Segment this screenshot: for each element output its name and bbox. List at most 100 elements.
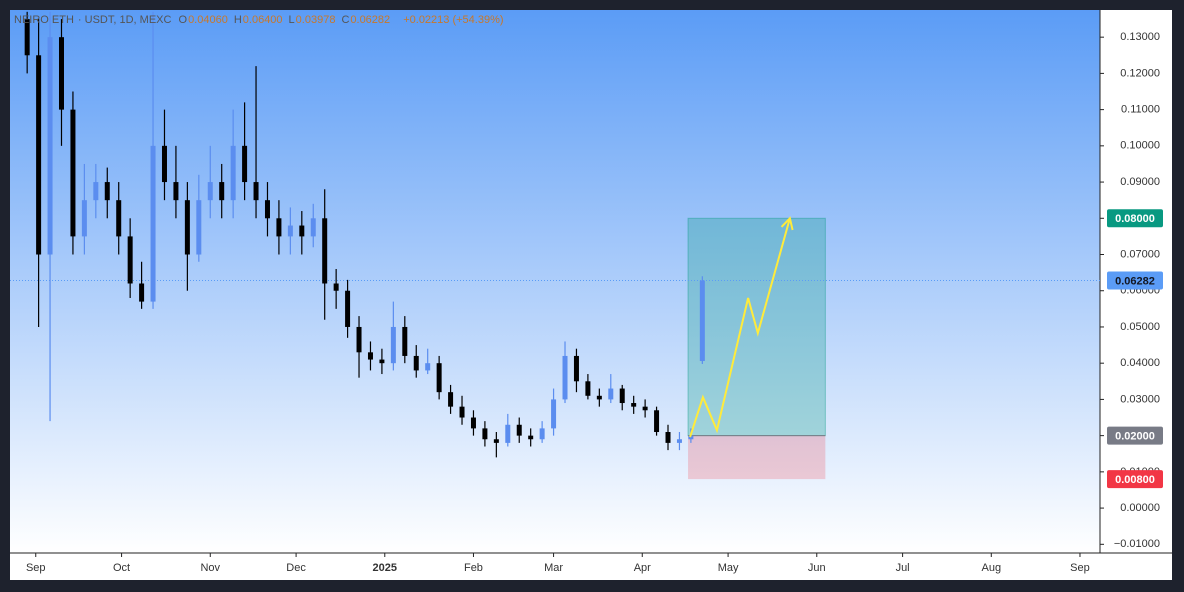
price-label: 0.00800: [1115, 474, 1155, 486]
ohlc-key: L: [288, 14, 295, 26]
candle-body: [139, 283, 145, 302]
candle-body: [390, 326, 396, 364]
candle-body: [425, 363, 431, 371]
candle-body: [24, 19, 30, 56]
y-tick-label: 0.11000: [1121, 104, 1160, 116]
x-tick-label: Aug: [981, 562, 1001, 574]
price-label-bg: [1107, 470, 1163, 489]
x-tick-label: Apr: [634, 562, 651, 574]
x-tick-label: Sep: [1070, 562, 1090, 574]
candle-body: [676, 439, 682, 443]
y-tick-label: 0.03000: [1120, 393, 1160, 405]
info: USDT, 1D, MEXC: [84, 14, 172, 26]
candle-body: [333, 283, 339, 291]
price-label-bg: [1107, 426, 1163, 445]
candle-body: [516, 424, 522, 436]
y-tick-label: 0.09000: [1120, 176, 1160, 188]
candle-body: [379, 359, 385, 364]
price-label: 0.08000: [1115, 213, 1155, 225]
candle-body: [631, 403, 637, 407]
candle-body: [207, 182, 213, 201]
candle-body: [619, 388, 625, 404]
stop-zone: [688, 435, 826, 480]
projection: [689, 218, 791, 438]
price-label-bg: [1107, 271, 1163, 290]
x-tick-label: Jul: [896, 562, 910, 574]
y-tick-label: 0.04000: [1120, 357, 1160, 369]
y-tick-label: 0.13000: [1120, 31, 1160, 43]
y-tick-label: 0.12000: [1120, 67, 1160, 79]
x-tick-label: 2025: [373, 562, 397, 574]
candle-body: [184, 200, 190, 255]
candle-body: [665, 432, 671, 443]
x-tick-label: Feb: [464, 562, 483, 574]
candle-body: [573, 355, 579, 382]
ohlc-key: O: [178, 14, 188, 26]
y-tick-label: 0.05000: [1120, 321, 1160, 333]
candle-body: [47, 37, 53, 255]
candle-body: [539, 428, 545, 440]
candle-body: [253, 182, 259, 201]
candle-body: [219, 182, 225, 201]
y-tick-label: 0.10000: [1120, 140, 1160, 152]
candle-body: [505, 424, 511, 443]
candle-body: [345, 290, 351, 327]
x-tick-label: Dec: [286, 562, 306, 574]
ohlc-value: 0.06282: [350, 14, 391, 26]
candle-body: [287, 225, 293, 237]
candle-body: [367, 352, 373, 360]
candle-body: [310, 218, 316, 237]
arrow-head: [780, 216, 794, 231]
candle-body: [413, 355, 419, 371]
ohlc-key: H: [233, 14, 242, 26]
candle-body: [70, 109, 76, 237]
candle-body: [81, 200, 87, 237]
x-tick-label: Mar: [544, 562, 563, 574]
candle-body: [173, 182, 179, 201]
ohlc-value: 0.06400: [242, 14, 283, 26]
y-tick-label: −0.01000: [1114, 538, 1160, 550]
candle-body: [356, 326, 362, 353]
candle-body: [585, 381, 591, 396]
x-tick-label: Nov: [200, 562, 220, 574]
candle-body: [127, 236, 133, 284]
candle-body: [116, 200, 122, 237]
candle-body: [196, 200, 202, 255]
x-tick-label: Oct: [113, 562, 130, 574]
change: +0.02213 (+54.39%): [403, 14, 504, 26]
price-label: 0.06282: [1115, 275, 1155, 287]
ohlc-value: 0.03978: [295, 14, 336, 26]
candle-body: [642, 406, 648, 411]
candle-body: [688, 435, 694, 440]
y-tick-label: 0.07000: [1120, 248, 1160, 260]
price-label-bg: [1107, 209, 1163, 228]
candle-body: [493, 439, 499, 443]
candle-body: [448, 392, 454, 407]
ohlc: O0.04060 H0.06400 L0.03978 C0.06282: [179, 14, 397, 26]
candle-body: [608, 388, 614, 400]
x-tick-label: May: [718, 562, 739, 574]
candle-body: [551, 399, 557, 429]
candle-body: [562, 355, 568, 400]
x-tick-label: Jun: [808, 562, 826, 574]
ohlc-value: 0.04060: [188, 14, 228, 26]
candle-body: [528, 435, 534, 440]
candle-body: [93, 182, 99, 201]
candle-body: [299, 225, 305, 237]
candle-body: [58, 37, 64, 110]
price-label: 0.02000: [1115, 431, 1155, 443]
candle-body: [276, 218, 282, 237]
candle-body: [654, 410, 660, 433]
legend: NEIRO ETH · USDT, 1D, MEXC O0.04060 H0.064…: [14, 14, 504, 26]
candle-body: [104, 182, 110, 201]
candle-body: [242, 145, 248, 183]
candle-body: [322, 218, 328, 284]
symbol: NEIRO ETH: [14, 14, 74, 26]
candle-body: [470, 417, 476, 429]
candle-body: [459, 406, 465, 418]
candle-body: [596, 395, 602, 400]
candle-body: [402, 326, 408, 356]
candle-body: [150, 145, 156, 302]
